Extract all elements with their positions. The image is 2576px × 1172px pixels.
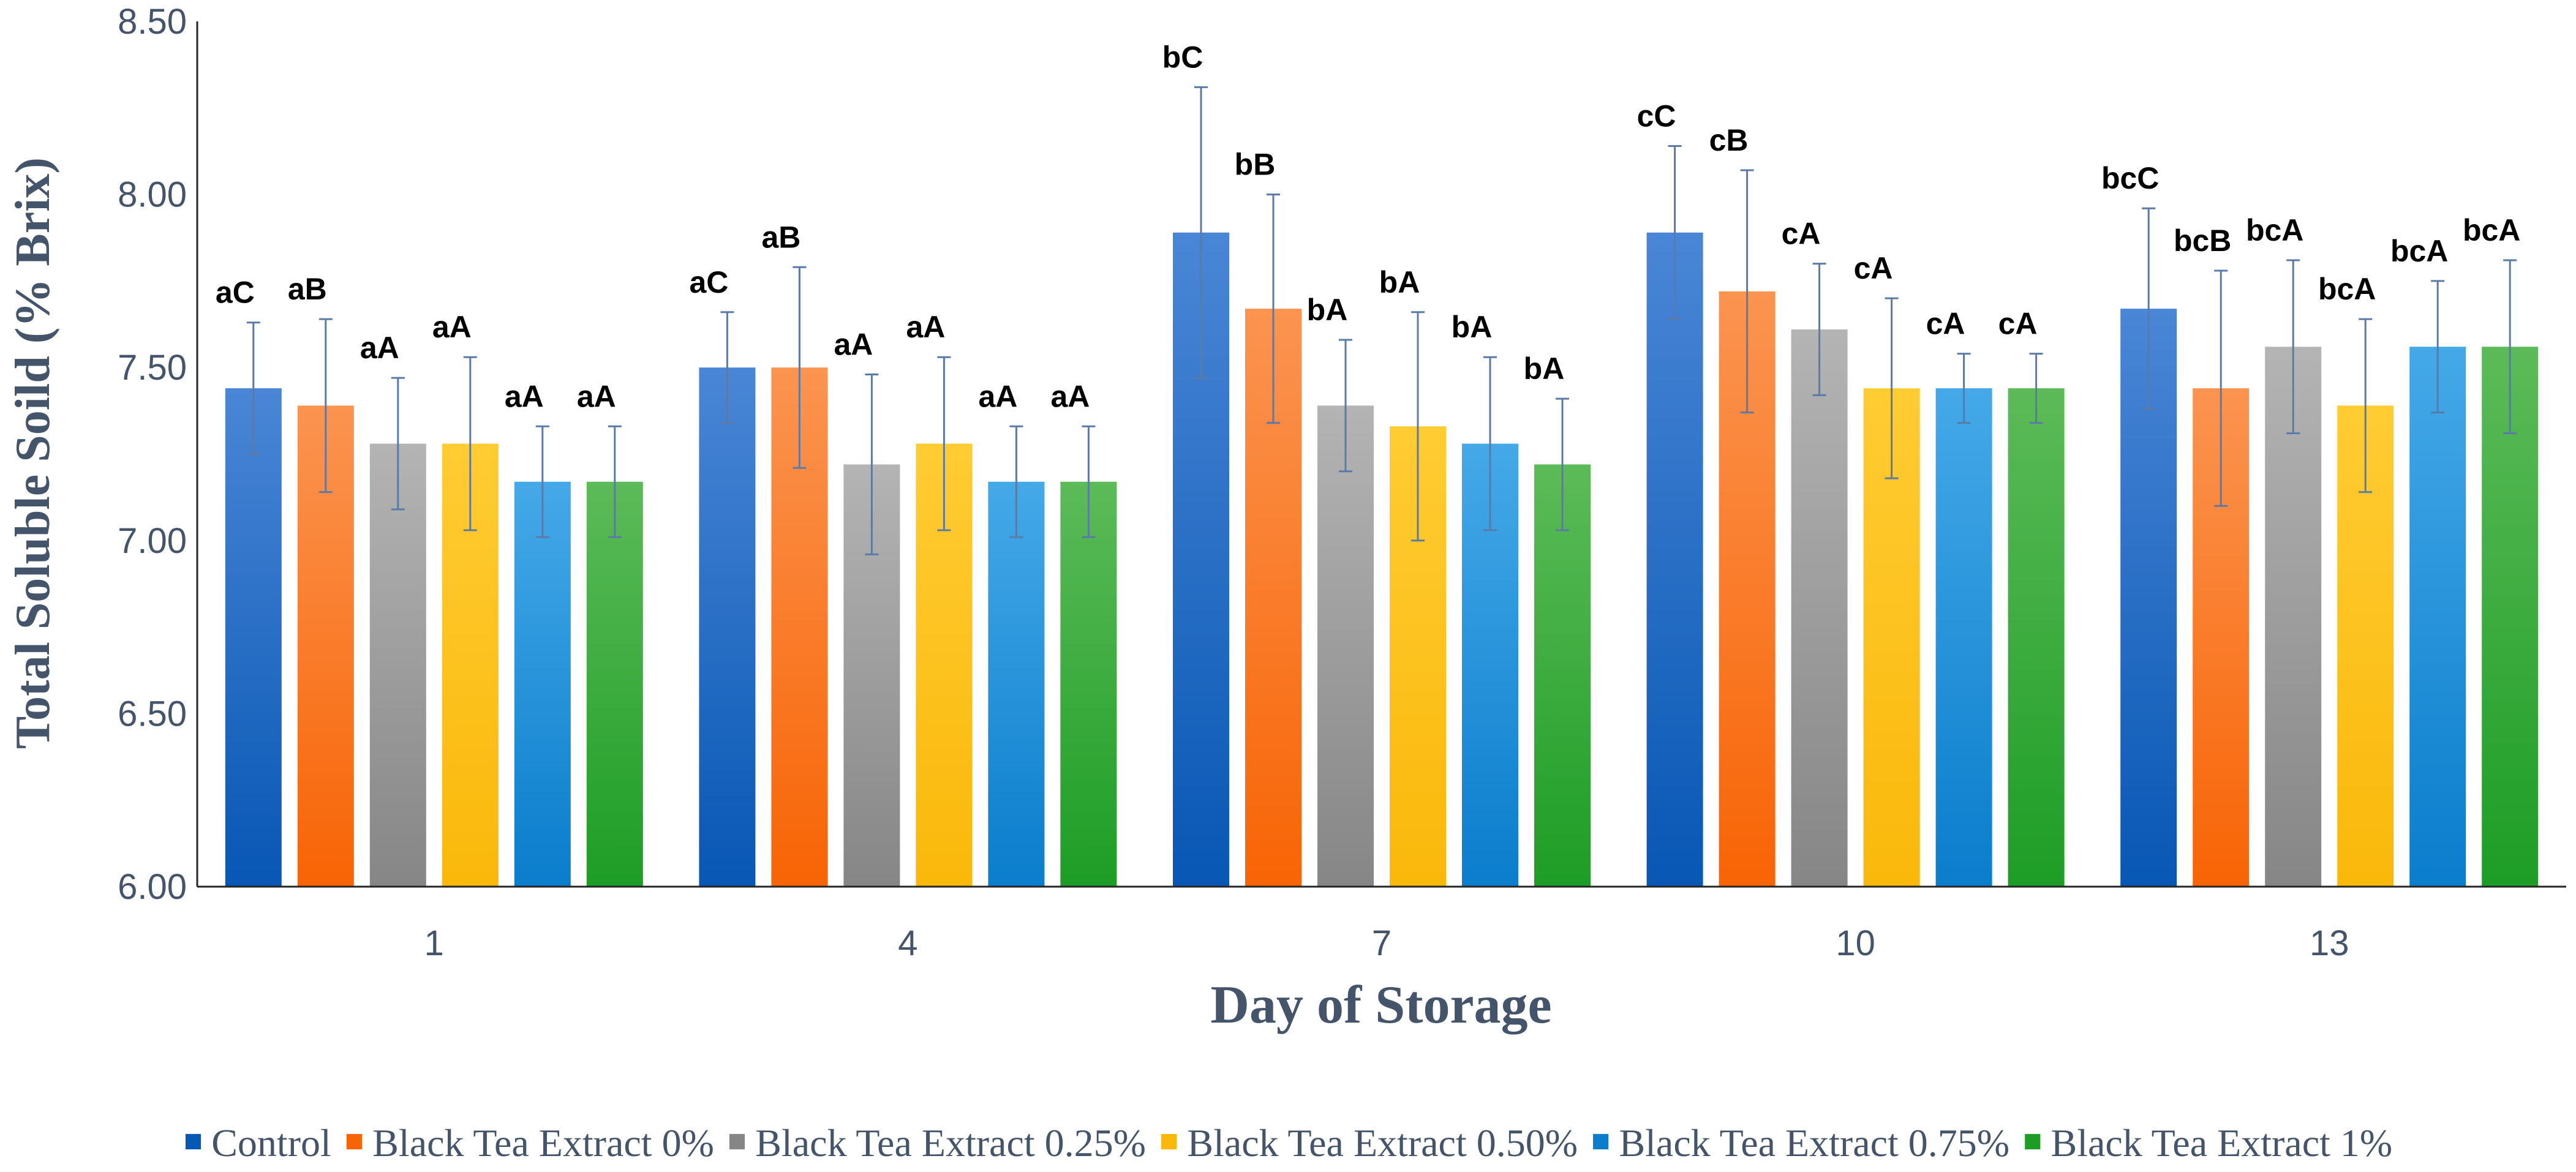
data-label: cB [1709, 123, 1749, 157]
legend-marker: ■ [728, 1123, 747, 1159]
bar [2482, 347, 2539, 887]
data-label: bcA [2318, 272, 2376, 306]
data-label: bA [1307, 293, 1348, 327]
bar [2409, 347, 2466, 887]
data-label: aA [360, 331, 399, 365]
data-label: cA [1926, 307, 1965, 341]
data-label: aB [288, 272, 327, 306]
data-label: aC [216, 276, 255, 310]
data-label: bA [1524, 351, 1565, 386]
y-tick-label: 7.50 [118, 348, 187, 388]
legend-label: Black Tea Extract 0.25% [755, 1121, 1146, 1165]
x-tick-label: 1 [424, 923, 444, 963]
data-label: bA [1452, 310, 1493, 344]
y-tick-label: 8.50 [118, 2, 187, 42]
legend-marker: ■ [1159, 1123, 1178, 1159]
data-label: aA [505, 379, 544, 413]
legend-marker: ■ [2023, 1123, 2042, 1159]
data-label: cC [1637, 99, 1676, 133]
legend-item: ■ Control [184, 1121, 331, 1165]
y-tick-label: 6.50 [118, 694, 187, 734]
data-label: cA [1782, 217, 1821, 251]
plot-area: aC aB aA aA aA aA aC aB aA aA aA aA bC bB bA bA bA bA cC cB… [216, 40, 2539, 887]
x-tick-label: 4 [898, 923, 917, 963]
data-label: bcA [2246, 213, 2303, 247]
bar [1646, 232, 1703, 887]
bar [514, 481, 571, 887]
legend: ■ Control ■ Black Tea Extract 0% ■ Black Tea … [184, 1121, 2392, 1165]
legend-label: Black Tea Extract 0.75% [1619, 1121, 2009, 1165]
data-label: aA [432, 310, 472, 344]
bar [988, 481, 1045, 887]
data-label: aA [906, 310, 945, 344]
data-label: bB [1235, 148, 1276, 182]
data-label: bcC [2101, 161, 2159, 195]
legend-marker: ■ [345, 1123, 364, 1159]
data-label: aA [1050, 379, 1090, 413]
legend-label: Control [211, 1121, 331, 1165]
y-tick-label: 8.00 [118, 175, 187, 215]
axes: Total Soluble Soild (% Brix) Day of Stor… [6, 2, 2566, 1035]
data-label: aC [689, 265, 728, 299]
legend-label: Black Tea Extract 0% [372, 1121, 714, 1165]
bar [2008, 388, 2065, 887]
y-tick-label: 7.00 [118, 521, 187, 561]
data-label: bC [1162, 40, 1203, 74]
x-tick-label: 13 [2310, 923, 2349, 963]
x-tick-label: 7 [1372, 923, 1392, 963]
data-label: bcA [2390, 234, 2448, 268]
data-label: cA [1854, 251, 1893, 285]
data-label: bA [1379, 265, 1420, 299]
legend-label: Black Tea Extract 0.50% [1187, 1121, 1578, 1165]
x-tick-label: 10 [1836, 923, 1875, 963]
bar [1791, 329, 1848, 887]
legend-item: ■ Black Tea Extract 0% [345, 1121, 714, 1165]
y-tick-label: 6.00 [118, 867, 187, 907]
x-axis-title: Day of Storage [1210, 975, 1551, 1035]
legend-label: Black Tea Extract 1% [2051, 1121, 2393, 1165]
data-label: cA [1998, 307, 2038, 341]
data-label: bcA [2463, 213, 2520, 247]
legend-item: ■ Black Tea Extract 1% [2023, 1121, 2392, 1165]
y-axis-title: Total Soluble Soild (% Brix) [6, 157, 60, 749]
bar [586, 481, 643, 887]
legend-marker: ■ [1591, 1123, 1610, 1159]
legend-item: ■ Black Tea Extract 0.50% [1159, 1121, 1578, 1165]
data-label: aA [577, 379, 616, 413]
data-label: aA [834, 328, 873, 362]
data-label: bcB [2174, 224, 2231, 258]
bar [699, 367, 756, 887]
data-label: aB [761, 220, 800, 254]
bar [1060, 481, 1117, 887]
data-label: aA [978, 379, 1017, 413]
legend-item: ■ Black Tea Extract 0.25% [728, 1121, 1146, 1165]
bar [1935, 388, 1992, 887]
legend-item: ■ Black Tea Extract 0.75% [1591, 1121, 2009, 1165]
bar [225, 388, 282, 887]
bar [2265, 347, 2322, 887]
bar [1534, 464, 1591, 887]
bar [369, 443, 426, 887]
bar [1317, 405, 1374, 887]
legend-marker: ■ [184, 1123, 203, 1159]
